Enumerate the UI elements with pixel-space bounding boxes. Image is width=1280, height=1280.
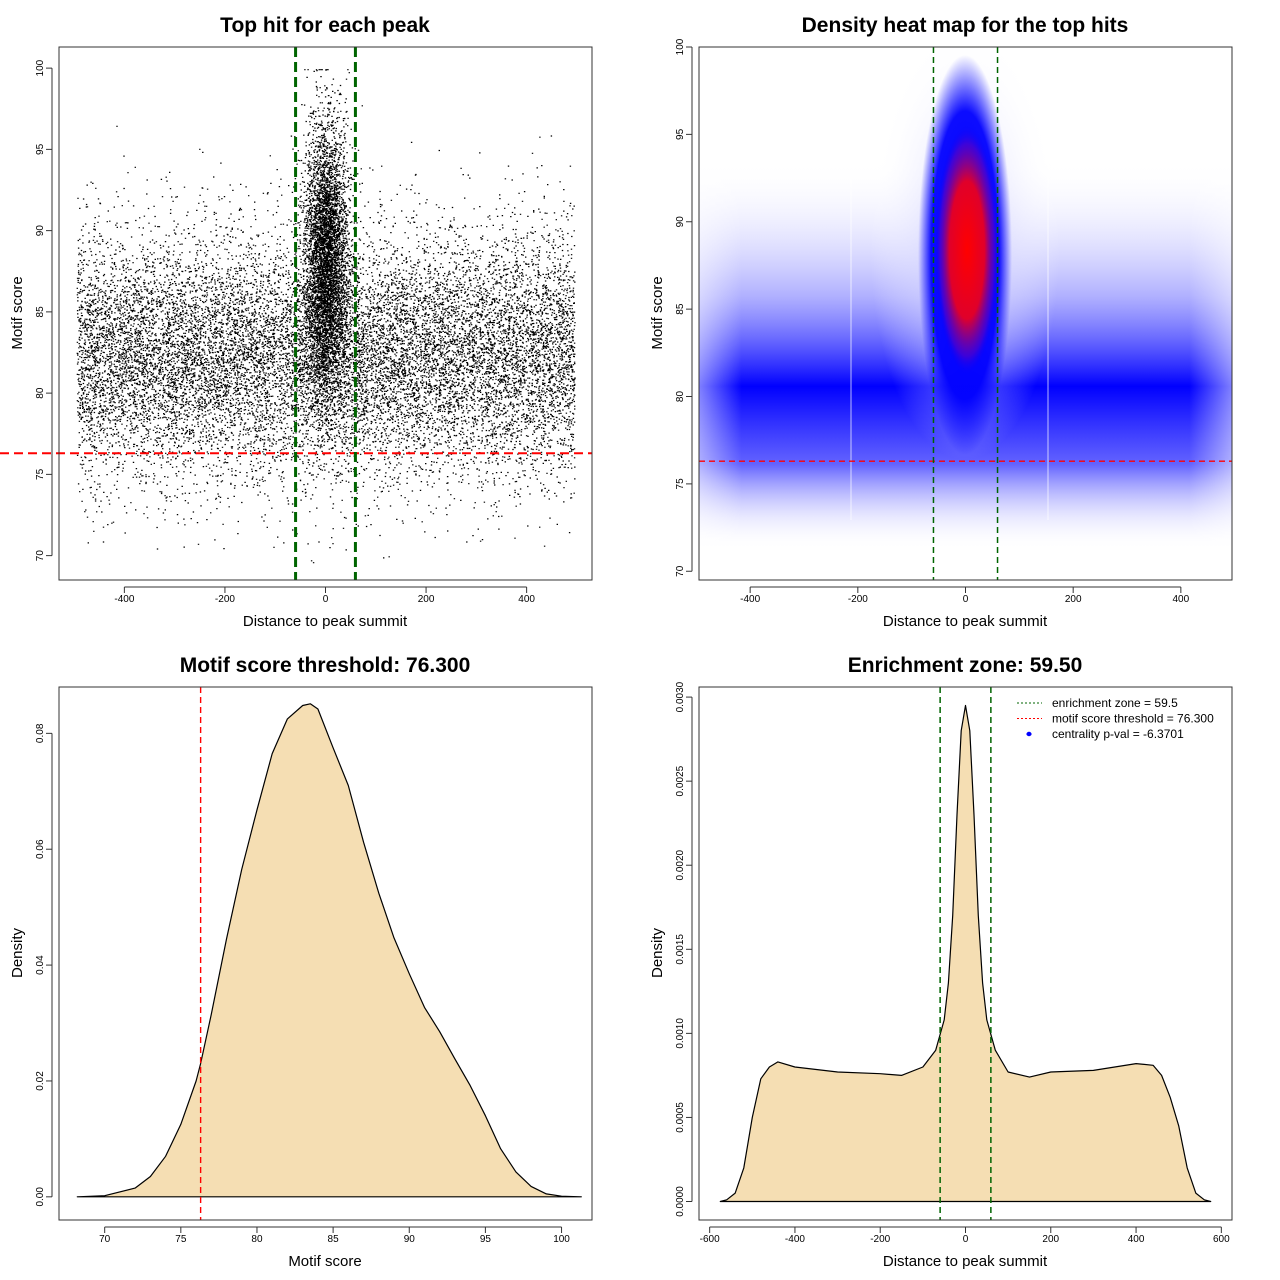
y-tick-label: 85 [675, 303, 686, 315]
score-density-panel: Motif score threshold: 76.300 70 75 80 85 90… [9, 654, 593, 1270]
y-axis-label: Motif score [649, 276, 666, 349]
y-tick-label: 100 [35, 59, 46, 76]
x-tick-label: -200 [848, 594, 868, 605]
legend-item: motif score threshold = 76.300 [1017, 712, 1214, 726]
heatmap-surface [699, 47, 1232, 580]
x-axis-label: Distance to peak summit [243, 613, 408, 630]
x-tick-label: 90 [404, 1234, 416, 1245]
legend-item: centrality p-val = -6.3701 [1026, 727, 1184, 741]
x-axis: 70 75 80 85 90 95 100 [99, 1226, 570, 1245]
y-tick-label: 85 [35, 306, 46, 318]
y-tick-label: 80 [675, 391, 686, 403]
y-tick-label: 90 [675, 216, 686, 228]
y-tick-label: 75 [675, 478, 686, 490]
legend-label: motif score threshold = 76.300 [1052, 712, 1214, 726]
legend-item: enrichment zone = 59.5 [1017, 696, 1178, 710]
y-tick-label: 90 [35, 225, 46, 237]
y-axis: 70 75 80 85 90 95 100 [675, 38, 693, 577]
scatter-plot-frame [58, 46, 593, 581]
x-tick-label: 100 [553, 1234, 570, 1245]
y-tick-label: 0.0030 [675, 681, 686, 712]
x-tick-label: 400 [1173, 594, 1190, 605]
legend-label: centrality p-val = -6.3701 [1052, 727, 1184, 741]
x-tick-label: -200 [215, 594, 235, 605]
x-tick-label: 85 [328, 1234, 340, 1245]
y-axis: 0.0000 0.0005 0.0010 0.0015 0.0020 0.0025 0.00… [675, 681, 693, 1217]
y-tick-label: 0.0025 [675, 765, 686, 796]
x-tick-label: 600 [1213, 1234, 1230, 1245]
x-tick-label: -400 [785, 1234, 805, 1245]
x-tick-label: 200 [1042, 1234, 1059, 1245]
y-axis-label: Motif score [9, 276, 26, 349]
legend-marker [1026, 731, 1032, 737]
heatmap-title: Density heat map for the top hits [802, 14, 1129, 37]
density-area [76, 703, 582, 1198]
y-tick-label: 100 [675, 38, 686, 55]
y-tick-label: 80 [35, 387, 46, 399]
distance-density-panel: Enrichment zone: 59.50 -600 -400 -200 0 200 4… [649, 654, 1233, 1270]
x-tick-label: -400 [740, 594, 760, 605]
y-tick-label: 70 [35, 550, 46, 562]
scatter-panel: Top hit for each peak -400 -200 0 200 400 70… [0, 14, 593, 630]
y-tick-label: 0.00 [35, 1187, 46, 1207]
density-area [719, 704, 1212, 1203]
y-tick-label: 0.0020 [675, 849, 686, 880]
y-tick-label: 75 [35, 468, 46, 480]
y-axis: 0.00 0.02 0.04 0.06 0.08 [35, 723, 53, 1207]
x-tick-label: 0 [963, 594, 969, 605]
y-tick-label: 0.02 [35, 1071, 46, 1091]
score-density-plot-frame [58, 686, 593, 1221]
x-tick-label: 95 [480, 1234, 492, 1245]
x-tick-label: 80 [251, 1234, 263, 1245]
x-tick-label: -200 [870, 1234, 890, 1245]
x-tick-label: 200 [1065, 594, 1082, 605]
x-tick-label: 0 [323, 594, 329, 605]
y-tick-label: 0.0005 [675, 1102, 686, 1133]
scatter-points [76, 69, 576, 564]
distance-density-plot-frame [698, 686, 1233, 1221]
y-tick-label: 0.0015 [675, 934, 686, 965]
y-axis: 70 75 80 85 90 95 100 [35, 59, 53, 562]
x-axis-label: Distance to peak summit [883, 1253, 1048, 1270]
y-axis-label: Density [9, 927, 26, 978]
x-tick-label: 70 [99, 1234, 111, 1245]
y-tick-label: 0.0000 [675, 1186, 686, 1217]
x-tick-label: -600 [700, 1234, 720, 1245]
y-tick-label: 0.04 [35, 955, 46, 975]
y-tick-label: 70 [675, 565, 686, 577]
legend-label: enrichment zone = 59.5 [1052, 696, 1178, 710]
y-tick-label: 0.0010 [675, 1018, 686, 1049]
x-tick-label: 200 [418, 594, 435, 605]
y-tick-label: 95 [675, 128, 686, 140]
x-tick-label: 400 [1128, 1234, 1145, 1245]
x-axis: -400 -200 0 200 400 [740, 586, 1190, 605]
scatter-point-cloud [76, 69, 576, 564]
heatmap-panel: Density heat map for the top hits -400 -2… [649, 14, 1233, 630]
x-tick-label: -400 [114, 594, 134, 605]
x-axis-label: Distance to peak summit [883, 613, 1048, 630]
distance-density-title: Enrichment zone: 59.50 [848, 654, 1083, 677]
y-tick-label: 0.06 [35, 839, 46, 859]
score-density-title: Motif score threshold: 76.300 [180, 654, 471, 677]
scatter-title: Top hit for each peak [220, 14, 430, 37]
x-tick-label: 400 [518, 594, 535, 605]
heatmap-plot-frame [698, 46, 1233, 581]
x-tick-label: 0 [963, 1234, 969, 1245]
x-axis: -600 -400 -200 0 200 400 600 [700, 1226, 1230, 1245]
heatmap-peak-core [935, 125, 999, 375]
legend: enrichment zone = 59.5 motif score thresh… [1017, 696, 1214, 741]
x-tick-label: 75 [175, 1234, 187, 1245]
x-axis-label: Motif score [288, 1253, 361, 1270]
y-axis-label: Density [649, 927, 666, 978]
y-tick-label: 95 [35, 143, 46, 155]
y-tick-label: 0.08 [35, 723, 46, 743]
x-axis: -400 -200 0 200 400 [114, 586, 535, 605]
